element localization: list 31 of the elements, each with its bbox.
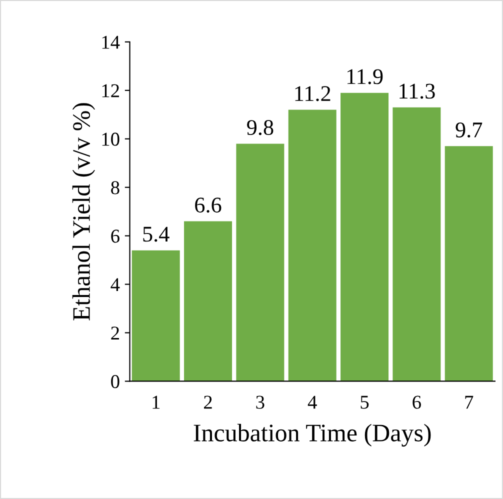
data-label: 9.7: [456, 122, 482, 138]
x-tick-label: 1: [152, 396, 160, 409]
data-label: 11.9: [347, 69, 383, 84]
bar: [132, 250, 180, 382]
bar: [444, 146, 493, 382]
bar: [236, 144, 284, 382]
data-label: 6.6: [195, 198, 222, 213]
y-tick-label: 14: [102, 36, 120, 49]
x-axis-title: Incubation Time (Days): [194, 424, 431, 447]
bar: [340, 92, 389, 382]
data-label: 9.8: [247, 120, 274, 136]
x-tick-label: 3: [256, 396, 264, 409]
x-tick-label: 4: [308, 396, 317, 409]
y-tick-label: 2: [111, 326, 119, 340]
y-tick-label: 12: [102, 84, 119, 98]
bar: [288, 110, 336, 382]
y-tick-label: 4: [110, 278, 120, 292]
bar: [392, 107, 441, 382]
data-label: 11.3: [400, 84, 435, 99]
y-axis-title: Ethanol Yield (v/v %): [72, 103, 96, 320]
x-tick-label: 2: [204, 396, 212, 409]
y-tick-label: 0: [111, 375, 120, 388]
data-label: 5.4: [143, 226, 170, 242]
bar: [184, 221, 232, 382]
y-tick-label: 8: [111, 181, 120, 194]
data-label: 11.2: [295, 86, 330, 102]
x-tick-label: 7: [465, 396, 474, 409]
y-tick-label: 10: [102, 132, 120, 146]
x-tick-label: 6: [412, 396, 421, 409]
x-tick-label: 5: [360, 396, 369, 409]
y-tick-label: 6: [111, 230, 120, 243]
